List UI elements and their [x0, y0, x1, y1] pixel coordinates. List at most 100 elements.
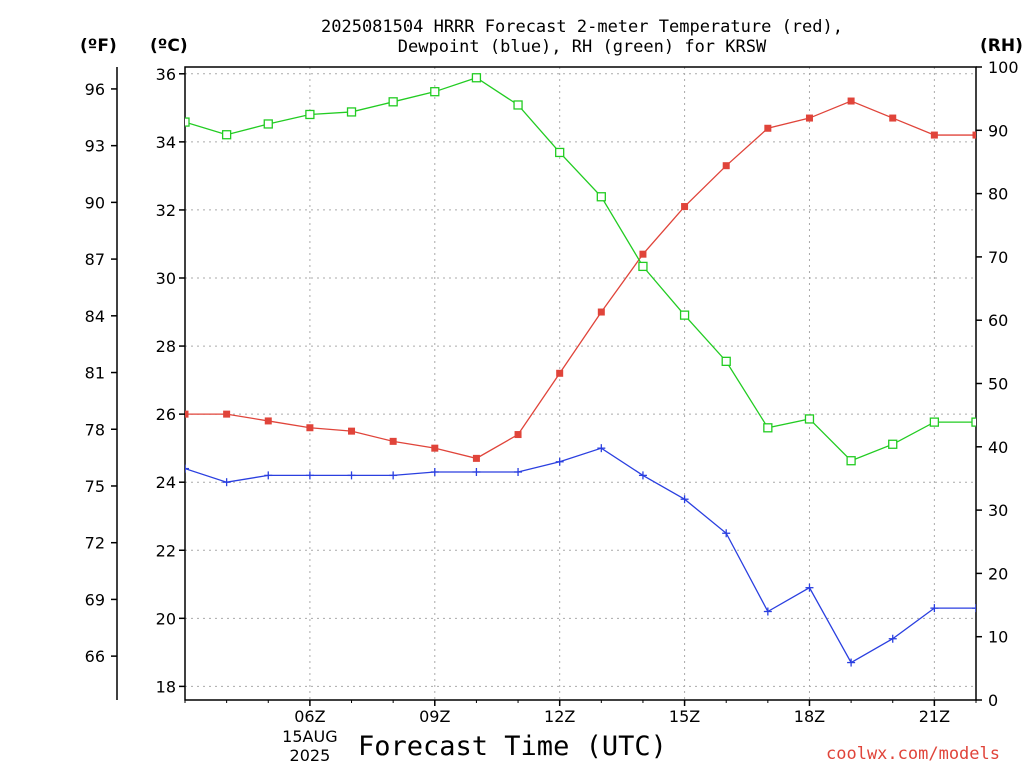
rh-line [185, 77, 976, 462]
rh-tick-label: 20 [988, 564, 1008, 583]
rh-point [555, 147, 565, 158]
dewpoint-point [347, 471, 356, 480]
celsius-tick-label: 36 [156, 65, 176, 84]
x-axis-label: Forecast Time (UTC) [358, 731, 667, 762]
temperature-point [348, 427, 356, 435]
fahrenheit-tick-label: 69 [85, 590, 105, 609]
rh-point [388, 97, 398, 107]
rh-point [721, 356, 731, 366]
rh-tick-label: 50 [988, 375, 1008, 394]
dewpoint-line [185, 447, 976, 664]
dewpoint-point [430, 467, 439, 476]
celsius-tick-label: 28 [156, 337, 176, 356]
chart-title-line-1: 2025081504 HRRR Forecast 2-meter Tempera… [321, 17, 843, 37]
dewpoint-point [972, 604, 976, 613]
fahrenheit-tick-label: 90 [85, 193, 105, 212]
fahrenheit-tick-label: 96 [85, 80, 105, 99]
rh-tick-label: 100 [988, 58, 1019, 77]
celsius-tick-label: 32 [156, 201, 176, 220]
rh-unit-label: (RH) [980, 36, 1023, 56]
rh-point [888, 439, 898, 449]
rh-tick-label: 70 [988, 248, 1008, 267]
rh-point [305, 109, 315, 120]
fahrenheit-tick-label: 66 [85, 647, 105, 666]
dewpoint-point [888, 634, 897, 643]
dewpoint-point [264, 471, 273, 480]
fahrenheit-unit-label: (ºF) [80, 36, 117, 56]
rh-point [596, 192, 606, 202]
fahrenheit-tick-label: 72 [85, 534, 105, 553]
celsius-tick-label: 24 [156, 473, 176, 492]
fahrenheit-tick-label: 75 [85, 477, 105, 496]
rh-point [804, 414, 815, 424]
x-tick-label: 09Z [419, 707, 450, 726]
dewpoint-point [680, 495, 689, 504]
dewpoint-point [305, 471, 314, 480]
temperature-point [764, 124, 772, 132]
x-date-label: 2025 [290, 746, 331, 765]
plot-frame [184, 66, 977, 701]
rh-point [221, 130, 232, 140]
dewpoint-point [185, 464, 189, 473]
rh-point [471, 73, 482, 83]
x-tick-label: 21Z [919, 707, 950, 726]
fahrenheit-tick-label: 93 [85, 137, 105, 156]
temperature-point [847, 97, 855, 105]
celsius-tick-label: 34 [156, 133, 176, 152]
chart-title-line-2: Dewpoint (blue), RH (green) for KRSW [397, 37, 767, 57]
fahrenheit-tick-label: 81 [85, 364, 105, 383]
rh-point [763, 423, 773, 433]
source-credit: coolwx.com/models [826, 744, 1000, 764]
celsius-tick-label: 30 [156, 269, 176, 288]
temperature-point [972, 131, 976, 139]
temperature-point [556, 369, 564, 377]
dewpoint-point [930, 604, 939, 613]
celsius-tick-label: 18 [156, 677, 176, 696]
celsius-tick-label: 22 [156, 541, 176, 560]
temperature-point [223, 410, 231, 418]
rh-point [346, 107, 357, 117]
x-tick-label: 06Z [294, 707, 325, 726]
rh-tick-label: 30 [988, 501, 1008, 520]
dewpoint-point [763, 607, 772, 616]
fahrenheit-tick-label: 84 [85, 307, 105, 326]
rh-point [638, 261, 648, 272]
rh-point [679, 310, 690, 320]
dewpoint-point [597, 444, 606, 453]
rh-point [513, 100, 523, 110]
rh-point [971, 417, 976, 427]
temperature-point [306, 424, 314, 432]
temperature-point [597, 308, 605, 316]
temperature-point [185, 410, 189, 418]
grid-lines [185, 67, 976, 700]
rh-point [846, 456, 856, 466]
dewpoint-point [555, 457, 564, 466]
fahrenheit-tick-label: 78 [85, 420, 105, 439]
dewpoint-point [847, 658, 856, 667]
temperature-point [472, 454, 480, 462]
celsius-unit-label: (ºC) [150, 36, 188, 56]
x-tick-label: 12Z [544, 707, 575, 726]
celsius-tick-label: 20 [156, 609, 176, 628]
temperature-point [681, 203, 689, 211]
temperature-point [930, 131, 938, 139]
rh-point [263, 119, 273, 129]
dewpoint-point [514, 467, 523, 476]
temperature-point [431, 444, 439, 452]
rh-tick-label: 40 [988, 438, 1008, 457]
rh-tick-label: 0 [988, 691, 998, 710]
rh-tick-label: 60 [988, 311, 1008, 330]
dewpoint-point [222, 478, 231, 487]
temperature-line [185, 100, 976, 460]
rh-tick-label: 10 [988, 628, 1008, 647]
series-layer [185, 73, 976, 667]
rh-point [430, 87, 440, 97]
rh-tick-label: 90 [988, 121, 1008, 140]
celsius-tick-label: 26 [156, 405, 176, 424]
dewpoint-point [389, 471, 398, 480]
dewpoint-point [805, 583, 814, 592]
x-date-label: 15AUG [282, 727, 337, 746]
temperature-point [639, 250, 647, 258]
